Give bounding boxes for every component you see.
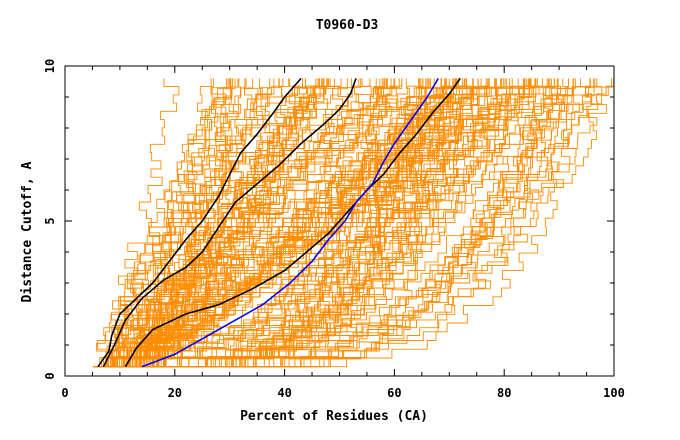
model-curve xyxy=(108,78,331,368)
model-curve xyxy=(93,78,325,368)
model-curve xyxy=(134,78,507,368)
model-curve xyxy=(92,78,537,368)
model-curve xyxy=(98,78,614,368)
y-axis-ticks: 0 5 10 xyxy=(43,59,614,380)
y-tick-label: 10 xyxy=(43,59,57,73)
model-curve xyxy=(98,78,576,368)
y-tick-label: 0 xyxy=(43,372,57,379)
y-axis-title: Distance Cutoff, A xyxy=(20,161,35,302)
model-curve xyxy=(144,78,551,368)
y-tick-label: 5 xyxy=(43,217,57,224)
model-curve xyxy=(129,78,528,368)
model-curve xyxy=(113,78,306,368)
model-curve xyxy=(131,78,540,368)
model-curve xyxy=(122,78,591,368)
model-curve xyxy=(101,78,275,368)
model-curve xyxy=(117,78,569,368)
x-axis-title: Percent of Residues (CA) xyxy=(240,409,428,424)
highlight-curve-black-3 xyxy=(124,77,461,368)
background-series-group xyxy=(92,78,614,368)
x-tick-label: 60 xyxy=(387,386,401,400)
model-curve xyxy=(105,78,254,368)
model-curve xyxy=(122,78,582,368)
model-curve xyxy=(96,78,603,368)
model-curve xyxy=(118,78,569,368)
x-tick-label: 0 xyxy=(61,386,68,400)
model-curve xyxy=(121,78,459,368)
x-tick-label: 40 xyxy=(277,386,291,400)
highlight-curve-black-1 xyxy=(97,77,302,368)
model-curve xyxy=(115,78,393,368)
highlight-curve-black-2 xyxy=(102,78,357,368)
model-curve xyxy=(111,78,431,368)
model-curve xyxy=(126,78,390,368)
model-curve xyxy=(106,78,489,368)
x-axis-ticks: 0 20 40 60 80 100 xyxy=(61,66,625,400)
model-curve xyxy=(134,78,555,368)
x-tick-label: 100 xyxy=(603,386,625,400)
model-curve xyxy=(121,78,524,368)
model-curve xyxy=(117,78,589,368)
chart-title: T0960-D3 xyxy=(316,18,379,33)
model-curve xyxy=(133,78,430,368)
model-curve xyxy=(135,78,536,368)
model-curve xyxy=(124,78,574,368)
model-curve xyxy=(101,78,558,368)
highlight-curve-blue xyxy=(141,77,439,368)
model-curve xyxy=(130,78,612,368)
x-tick-label: 20 xyxy=(168,386,182,400)
x-tick-label: 80 xyxy=(497,386,511,400)
highlight-series-group xyxy=(97,77,461,368)
